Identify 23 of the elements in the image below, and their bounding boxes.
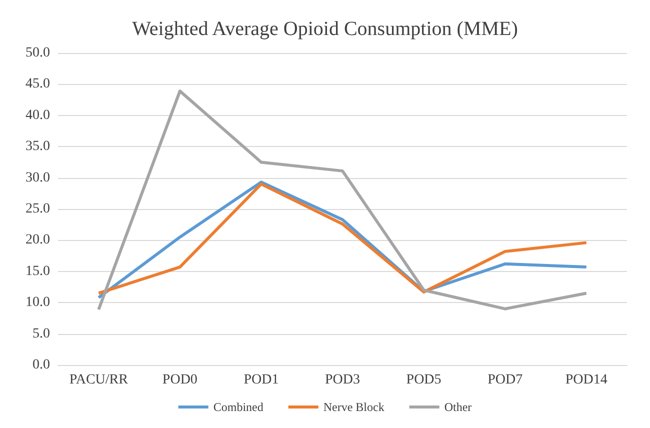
y-tick-label: 35.0 xyxy=(26,139,50,154)
y-tick-label: 25.0 xyxy=(26,202,50,216)
x-tick-label: POD5 xyxy=(406,372,442,388)
x-tick-label: POD7 xyxy=(488,372,523,388)
y-tick-label: 20.0 xyxy=(26,232,50,248)
y-tick-label: 30.0 xyxy=(26,170,50,186)
x-tick-label: POD14 xyxy=(565,372,608,388)
y-tick-label: 0.0 xyxy=(32,358,50,372)
y-tick-label: 45.0 xyxy=(26,76,50,92)
x-tick-label: PACU/RR xyxy=(69,372,129,388)
line-series xyxy=(97,90,588,311)
y-tick-label: 10.0 xyxy=(26,295,50,310)
y-tick-label: 50.0 xyxy=(26,46,50,60)
y-tick-label: 40.0 xyxy=(26,108,50,123)
x-tick-label: POD0 xyxy=(162,372,198,388)
y-tick-label: 15.0 xyxy=(26,264,50,279)
x-tick-label: POD3 xyxy=(324,372,360,388)
chart-title: Weighted Average Opioid Consumption (MME) xyxy=(132,18,518,40)
legend-label: Combined xyxy=(213,400,264,414)
y-tick-label: 5.0 xyxy=(32,326,50,342)
x-tick-label: POD1 xyxy=(244,372,279,388)
legend-label: Other xyxy=(444,400,472,414)
legend-label: Nerve Block xyxy=(323,400,384,414)
